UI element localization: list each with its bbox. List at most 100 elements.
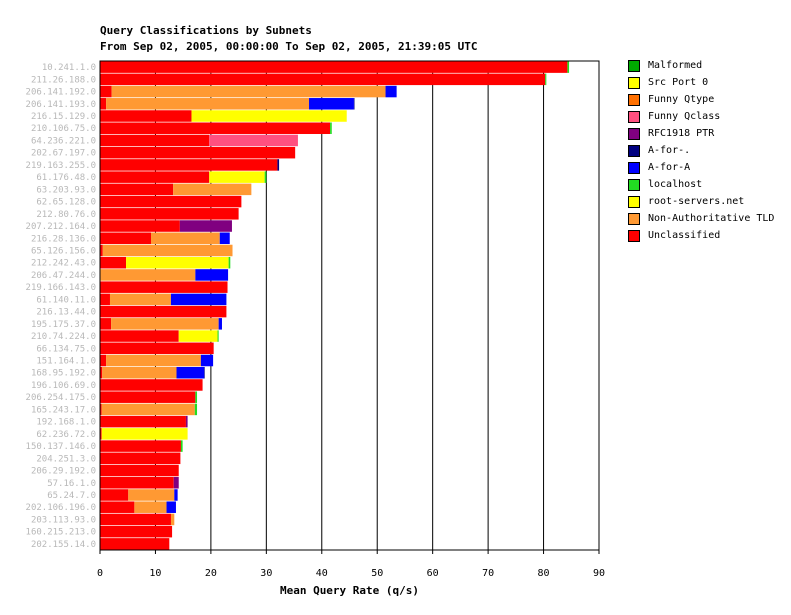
bar-216.28.136.0-unclassified — [100, 232, 152, 245]
category-label: 62.236.72.0 — [36, 430, 96, 440]
bar-165.243.17.0-unclassified — [100, 403, 102, 416]
legend-swatch — [628, 76, 640, 89]
bar-151.164.1.0-a-for-a — [200, 354, 214, 367]
legend-label: Funny Qtype — [648, 94, 715, 105]
bar-204.251.3.0-unclassified — [100, 452, 181, 465]
category-label: 210.74.224.0 — [31, 332, 96, 342]
x-tick-label: 50 — [371, 568, 383, 579]
category-label: 168.95.192.0 — [31, 369, 96, 379]
category-label: 219.166.143.0 — [26, 283, 96, 293]
legend-swatch — [628, 161, 640, 174]
category-labels: 10.241.1.0 211.26.188.0 206.141.192.0 206.1… — [26, 63, 96, 550]
legend-swatch — [628, 195, 640, 208]
category-label: 10.241.1.0 — [42, 63, 96, 73]
bar-195.175.37.0-unclassified — [100, 318, 112, 330]
legend-item: Src Port 0 — [628, 74, 774, 91]
bar-61.140.11.0-a-for-a — [170, 293, 227, 306]
x-tick-label: 90 — [593, 568, 605, 579]
x-axis-ticks: 0 10 20 30 40 50 60 70 80 90 — [97, 550, 605, 579]
plot-border — [99, 60, 600, 551]
category-label: 62.65.128.0 — [36, 198, 96, 208]
bar-212.242.43.0-root-servers-net — [126, 256, 229, 269]
bar-206.141.193.0-non-authoritative-tld — [106, 98, 310, 110]
bar-66.134.75.0-unclassified — [100, 342, 214, 355]
bar-61.140.11.0-unclassified — [100, 293, 110, 306]
category-label: 202.106.196.0 — [26, 503, 96, 513]
bar-210.106.75.0-localhost — [330, 122, 332, 134]
bar-203.113.93.0-unclassified — [100, 513, 171, 526]
category-label: 66.134.75.0 — [36, 344, 96, 354]
legend-swatch — [628, 229, 640, 242]
bar-63.203.93.0-unclassified — [100, 183, 174, 196]
legend-label: Src Port 0 — [648, 77, 709, 88]
bar-210.106.75.0-unclassified — [100, 122, 331, 134]
category-label: 202.155.14.0 — [31, 540, 96, 550]
legend: Malformed Src Port 0 Funny Qtype Funny Qcla… — [628, 57, 774, 244]
bar-206.141.193.0-a-for-a — [309, 98, 354, 110]
bar-211.26.188.0-localhost — [545, 73, 547, 86]
bar-64.236.221.0-funny-qclass — [209, 134, 298, 147]
bar-212.242.43.0-unclassified — [100, 256, 127, 269]
category-label: 61.176.48.0 — [36, 173, 96, 183]
bar-206.47.244.0-a-for-a — [195, 269, 229, 281]
x-tick-label: 80 — [538, 568, 550, 579]
bar-206.141.193.0-unclassified — [100, 98, 107, 110]
bar-206.141.193.0-a-for- — [353, 98, 355, 110]
bar-202.155.14.0-unclassified — [100, 538, 170, 550]
bar-65.24.7.0-non-authoritative-tld — [128, 489, 175, 501]
legend-item: Unclassified — [628, 227, 774, 244]
bar-150.137.146.0-localhost — [180, 440, 183, 452]
legend-label: RFC1918 PTR — [648, 128, 715, 139]
category-label: 195.175.37.0 — [31, 320, 96, 330]
x-tick-label: 60 — [427, 568, 439, 579]
bars — [100, 61, 570, 550]
bar-219.163.255.0-unclassified — [100, 159, 278, 171]
bar-196.106.69.0-unclassified — [100, 379, 203, 391]
legend-item: Non-Authoritative TLD — [628, 210, 774, 227]
bar-65.24.7.0-a-for-a — [174, 489, 178, 501]
category-label: 65.126.156.0 — [31, 246, 96, 256]
category-label: 212.80.76.0 — [36, 210, 96, 220]
category-label: 196.106.69.0 — [31, 381, 96, 391]
x-tick-label: 20 — [205, 568, 217, 579]
bar-210.74.224.0-localhost — [217, 330, 219, 342]
category-label: 206.47.244.0 — [31, 271, 96, 281]
bar-10.241.1.0-unclassified — [100, 61, 568, 73]
category-label: 210.106.75.0 — [31, 124, 96, 134]
bar-62.236.72.0-root-servers-net — [101, 428, 188, 440]
category-label: 206.254.175.0 — [26, 393, 96, 403]
legend-item: Funny Qclass — [628, 108, 774, 125]
bar-61.176.48.0-localhost — [264, 171, 267, 183]
category-label: 211.26.188.0 — [31, 75, 96, 85]
category-label: 192.168.1.0 — [36, 418, 96, 428]
bar-206.141.192.0-unclassified — [100, 85, 112, 98]
bar-61.176.48.0-unclassified — [100, 171, 210, 183]
bar-65.126.156.0-non-authoritative-tld — [102, 244, 233, 257]
legend-swatch — [628, 59, 640, 72]
bar-206.29.192.0-unclassified — [100, 464, 179, 477]
bar-10.241.1.0-localhost — [567, 61, 570, 73]
legend-item: A-for-A — [628, 159, 774, 176]
bar-61.176.48.0-root-servers-net — [209, 171, 265, 183]
category-label: 65.24.7.0 — [47, 491, 96, 501]
bar-216.15.129.0-unclassified — [100, 110, 192, 122]
bar-62.65.128.0-unclassified — [100, 195, 242, 208]
category-label: 204.251.3.0 — [36, 454, 96, 464]
legend-label: Unclassified — [648, 230, 721, 241]
bar-202.106.196.0-non-authoritative-tld — [134, 501, 167, 513]
bar-168.95.192.0-non-authoritative-tld — [102, 366, 177, 379]
legend-label: root-servers.net — [648, 196, 745, 207]
legend-item: A-for-. — [628, 142, 774, 159]
category-label: 61.140.11.0 — [36, 295, 96, 305]
legend-label: localhost — [648, 179, 703, 190]
bar-168.95.192.0-unclassified — [100, 366, 103, 379]
category-label: 207.212.164.0 — [26, 222, 96, 232]
x-axis-label: Mean Query Rate (q/s) — [280, 584, 419, 597]
bar-61.140.11.0-non-authoritative-tld — [109, 293, 171, 306]
legend-item: RFC1918 PTR — [628, 125, 774, 142]
legend-item: root-servers.net — [628, 193, 774, 210]
category-label: 216.28.136.0 — [31, 234, 96, 244]
category-label: 57.16.1.0 — [47, 479, 96, 489]
bar-207.212.164.0-unclassified — [100, 220, 180, 232]
